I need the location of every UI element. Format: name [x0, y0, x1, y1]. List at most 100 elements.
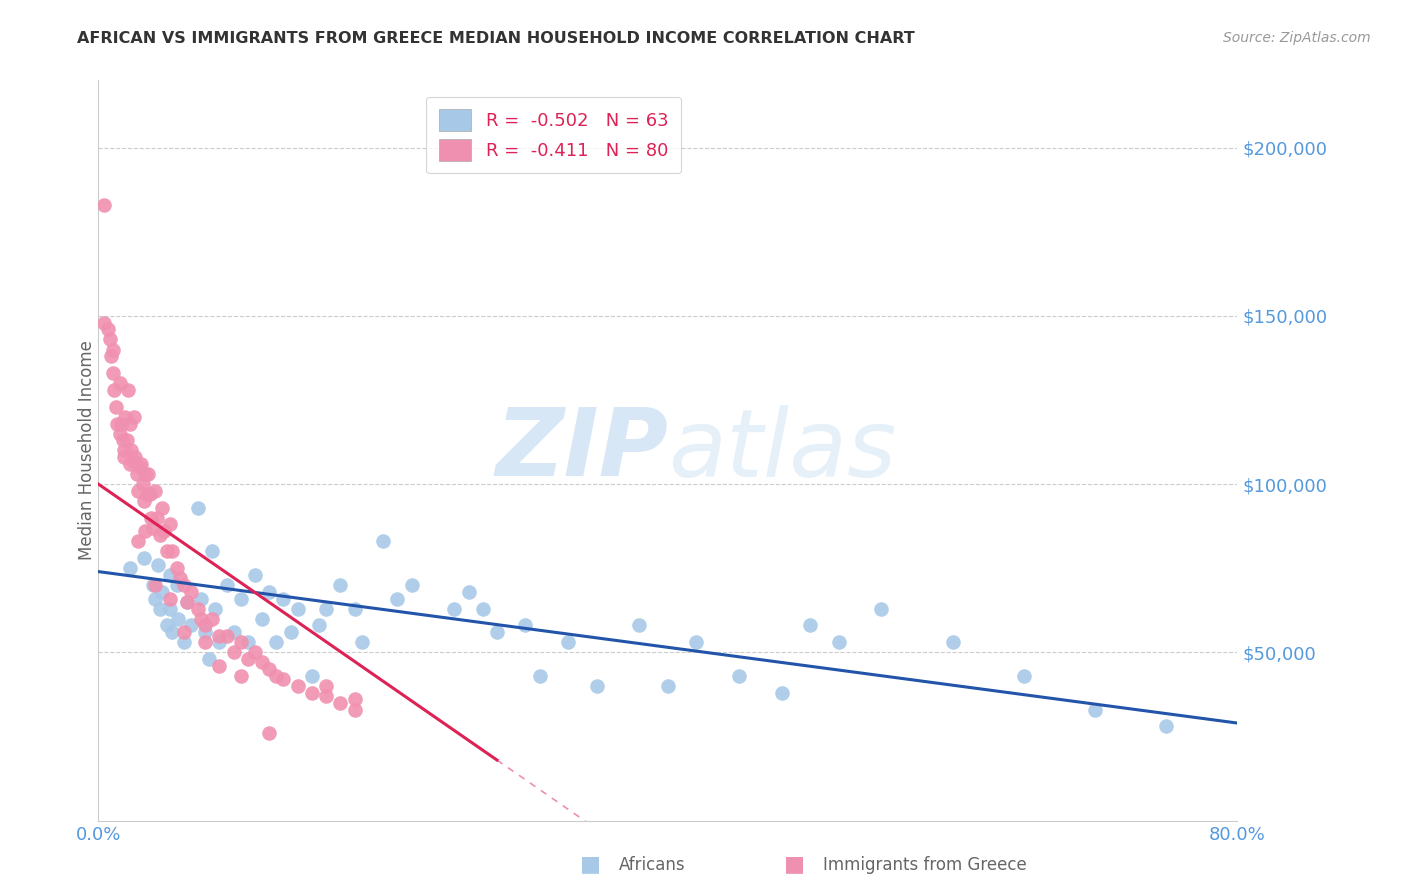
Point	[134, 524, 156, 539]
Point	[176, 595, 198, 609]
Point	[728, 669, 751, 683]
Point	[243, 568, 266, 582]
Point	[870, 601, 893, 615]
Point	[628, 618, 651, 632]
Point	[173, 625, 195, 640]
Point	[145, 483, 167, 498]
Point	[120, 443, 142, 458]
Point	[194, 625, 217, 640]
Point	[194, 618, 217, 632]
Point	[121, 453, 143, 467]
Point	[315, 689, 337, 703]
Point	[204, 601, 226, 615]
Point	[162, 625, 184, 640]
Point	[93, 316, 115, 330]
Point	[112, 450, 135, 465]
Point	[343, 601, 366, 615]
Point	[118, 417, 141, 431]
Point	[387, 591, 409, 606]
Point	[108, 426, 131, 441]
Point	[115, 434, 138, 448]
Text: atlas: atlas	[668, 405, 896, 496]
Point	[145, 578, 167, 592]
Point	[329, 696, 352, 710]
Point	[198, 652, 221, 666]
Point	[229, 635, 252, 649]
Legend: R =  -0.502   N = 63, R =  -0.411   N = 80: R = -0.502 N = 63, R = -0.411 N = 80	[426, 96, 681, 173]
Point	[799, 618, 821, 632]
Point	[273, 591, 295, 606]
Point	[657, 679, 679, 693]
Point	[118, 561, 141, 575]
Point	[222, 645, 245, 659]
Point	[101, 366, 124, 380]
Point	[1154, 719, 1177, 733]
Point	[162, 544, 184, 558]
Point	[236, 652, 259, 666]
Point	[128, 460, 150, 475]
Point	[149, 601, 172, 615]
Point	[176, 595, 198, 609]
Point	[180, 618, 202, 632]
Point	[194, 635, 217, 649]
Text: Immigrants from Greece: Immigrants from Greece	[823, 855, 1026, 873]
Point	[152, 584, 174, 599]
Point	[585, 679, 607, 693]
Point	[166, 578, 188, 592]
Point	[280, 625, 302, 640]
Point	[401, 578, 423, 592]
Point	[201, 612, 224, 626]
Point	[557, 635, 579, 649]
Point	[343, 703, 366, 717]
Point	[108, 376, 131, 391]
Point	[166, 561, 188, 575]
Point	[315, 601, 337, 615]
Point	[152, 500, 174, 515]
Point	[259, 662, 281, 676]
Point	[97, 322, 120, 336]
Point	[471, 601, 494, 615]
Point	[180, 584, 202, 599]
Point	[942, 635, 965, 649]
Point	[208, 635, 231, 649]
Text: ■: ■	[785, 854, 804, 873]
Point	[301, 669, 323, 683]
Point	[125, 467, 148, 481]
Point	[215, 578, 238, 592]
Point	[138, 487, 160, 501]
Point	[129, 457, 152, 471]
Point	[159, 601, 181, 615]
Point	[111, 434, 134, 448]
Point	[208, 628, 231, 642]
Point	[104, 400, 127, 414]
Point	[173, 578, 195, 592]
Point	[122, 409, 145, 424]
Point	[187, 500, 209, 515]
Point	[131, 477, 153, 491]
Point	[190, 612, 212, 626]
Point	[329, 578, 352, 592]
Point	[153, 524, 176, 539]
Point	[118, 457, 141, 471]
Point	[229, 591, 252, 606]
Point	[222, 625, 245, 640]
Point	[101, 343, 124, 357]
Y-axis label: Median Household Income: Median Household Income	[79, 341, 96, 560]
Point	[215, 628, 238, 642]
Point	[127, 483, 149, 498]
Point	[135, 487, 157, 501]
Point	[156, 618, 179, 632]
Text: AFRICAN VS IMMIGRANTS FROM GREECE MEDIAN HOUSEHOLD INCOME CORRELATION CHART: AFRICAN VS IMMIGRANTS FROM GREECE MEDIAN…	[77, 31, 915, 46]
Point	[250, 656, 273, 670]
Point	[132, 494, 155, 508]
Point	[173, 635, 195, 649]
Point	[156, 544, 179, 558]
Point	[208, 658, 231, 673]
Point	[315, 679, 337, 693]
Point	[486, 625, 509, 640]
Point	[308, 618, 330, 632]
Point	[236, 635, 259, 649]
Point	[287, 679, 309, 693]
Point	[114, 409, 136, 424]
Point	[149, 527, 172, 541]
